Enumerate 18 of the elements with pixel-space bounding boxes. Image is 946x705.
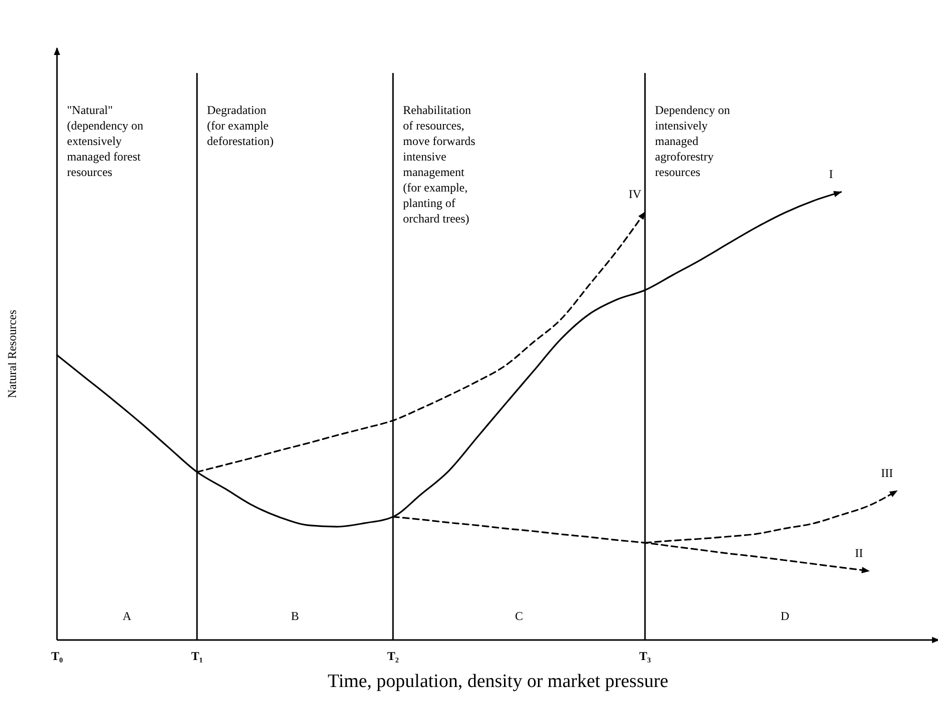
annotation: D [780, 609, 790, 623]
text: Dependency on intensively managed agroforestry resources [655, 103, 730, 179]
series-label: III [881, 466, 893, 480]
text: Degradation (for example deforestation) [207, 103, 274, 148]
y-axis-title: Natural Resources [5, 310, 19, 398]
x-tick-label: T₁ [191, 649, 204, 663]
series-label: I [829, 167, 833, 181]
text: "Natural" (dependency on extensively managed forest resources [67, 103, 144, 179]
annotation: Rehabilitation of resources, move forwards intensive management (for example, planting of orchard trees) [403, 103, 476, 226]
series-label: IV [628, 187, 642, 202]
x-tick-label: T₀ [51, 649, 64, 663]
x-axis-title: Time, population, density or market pressure [328, 671, 668, 692]
series-label: II [855, 546, 863, 560]
annotation: A [122, 609, 132, 623]
annotation: B [290, 609, 300, 623]
x-tick-label: T₃ [639, 649, 652, 663]
annotation: C [514, 609, 524, 623]
x-tick-label: T₂ [387, 649, 400, 663]
